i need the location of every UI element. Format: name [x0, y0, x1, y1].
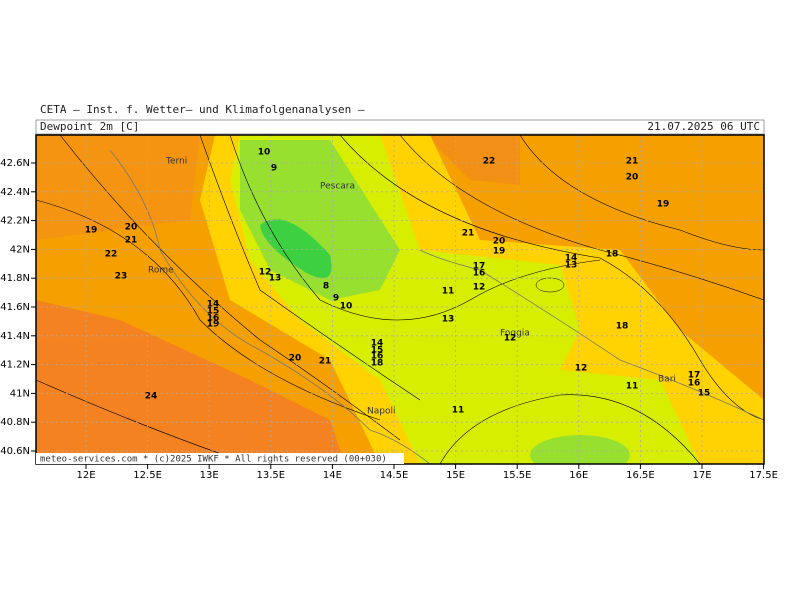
lat-label: 41N [10, 388, 30, 399]
lat-label: 41.8N [0, 273, 30, 284]
city-label: Pescara [320, 182, 355, 192]
lon-label: 16.5E [626, 470, 655, 481]
contour-label: 13 [565, 261, 578, 271]
contour-label: 12 [504, 334, 517, 344]
valid-time: 21.07.2025 06 UTC [647, 120, 760, 133]
lon-label: 17E [692, 470, 711, 481]
lon-label: 15.5E [503, 470, 532, 481]
contour-label: 10 [258, 148, 271, 158]
contour-label: 20 [626, 173, 639, 183]
lon-label: 14E [323, 470, 342, 481]
contour-label: 10 [340, 302, 353, 312]
contour-label: 11 [626, 382, 639, 392]
contour-label: 12 [259, 268, 272, 278]
contour-label: 21 [125, 236, 138, 246]
contour-label: 16 [473, 269, 486, 279]
lat-label: 42.4N [0, 187, 30, 198]
lon-label: 12E [76, 470, 95, 481]
city-label: Rome [148, 266, 174, 276]
contour-label: 8 [323, 282, 329, 292]
footer: meteo-services.com * (c)2025 IWKF * All … [40, 455, 387, 465]
contour-label: 14 [371, 339, 384, 349]
contour-label: 18 [616, 322, 629, 332]
contour-label: 15 [371, 346, 384, 356]
contour-label: 14 [207, 300, 220, 310]
contour-label: 16 [207, 314, 220, 324]
lat-label: 41.6N [0, 302, 30, 313]
contour-label: 19 [207, 320, 220, 330]
contour-label: 21 [626, 157, 639, 167]
contour-label: 22 [483, 157, 496, 167]
contour-label: 12 [473, 283, 486, 293]
contour-label: 9 [333, 294, 339, 304]
contour-label: 18 [371, 359, 384, 369]
contour-label: 15 [207, 307, 220, 317]
contour-label: 13 [442, 315, 455, 325]
lon-label: 17.5E [749, 470, 778, 481]
lon-label: 16E [569, 470, 588, 481]
contour-label: 16 [688, 379, 701, 389]
city-label: Terni [165, 157, 187, 167]
contour-label: 9 [271, 164, 277, 174]
lat-label: 42.2N [0, 216, 30, 227]
lat-label: 40.6N [0, 446, 30, 457]
contour-label: 24 [145, 392, 158, 402]
contour-label: 19 [657, 200, 670, 210]
lon-label: 15E [446, 470, 465, 481]
city-label: Napoli [367, 407, 395, 417]
grid [36, 135, 764, 464]
lon-label: 12.5E [133, 470, 162, 481]
contour-label: 17 [688, 371, 701, 381]
lat-label: 42N [10, 244, 30, 255]
lat-label: 42.6N [0, 158, 30, 169]
contour-label: 11 [442, 287, 455, 297]
contour-label: 18 [606, 250, 619, 260]
contour-label: 21 [319, 357, 332, 367]
contour-label: 16 [371, 352, 384, 362]
contour-label: 22 [105, 250, 118, 260]
lon-label: 14.5E [380, 470, 409, 481]
lon-label: 13E [200, 470, 219, 481]
contour-label: 21 [462, 229, 475, 239]
contour-label: 20 [289, 354, 302, 364]
contour-label: 15 [698, 389, 711, 399]
contour-label: 19 [493, 247, 506, 257]
contour-label: 23 [115, 272, 128, 282]
field-title: Dewpoint 2m [C] [40, 120, 139, 133]
contour-label: 20 [125, 223, 138, 233]
contour-label: 19 [85, 226, 98, 236]
contour-label: 11 [452, 406, 465, 416]
institute: CETA – Inst. f. Wetter– und Klimafolgena… [40, 103, 365, 116]
lat-label: 41.4N [0, 331, 30, 342]
contour-label: 20 [493, 237, 506, 247]
footer-box [36, 453, 404, 464]
title-box [35, 119, 765, 135]
lat-label: 40.8N [0, 417, 30, 428]
lat-label: 41.2N [0, 360, 30, 371]
lon-label: 13.5E [257, 470, 286, 481]
contour-label: 13 [269, 274, 282, 284]
city-label: Foggia [500, 329, 530, 339]
contour-label: 12 [575, 364, 588, 374]
contour-label: 14 [565, 254, 578, 264]
city-label: Bari [658, 375, 676, 385]
contour-label: 17 [473, 262, 486, 272]
